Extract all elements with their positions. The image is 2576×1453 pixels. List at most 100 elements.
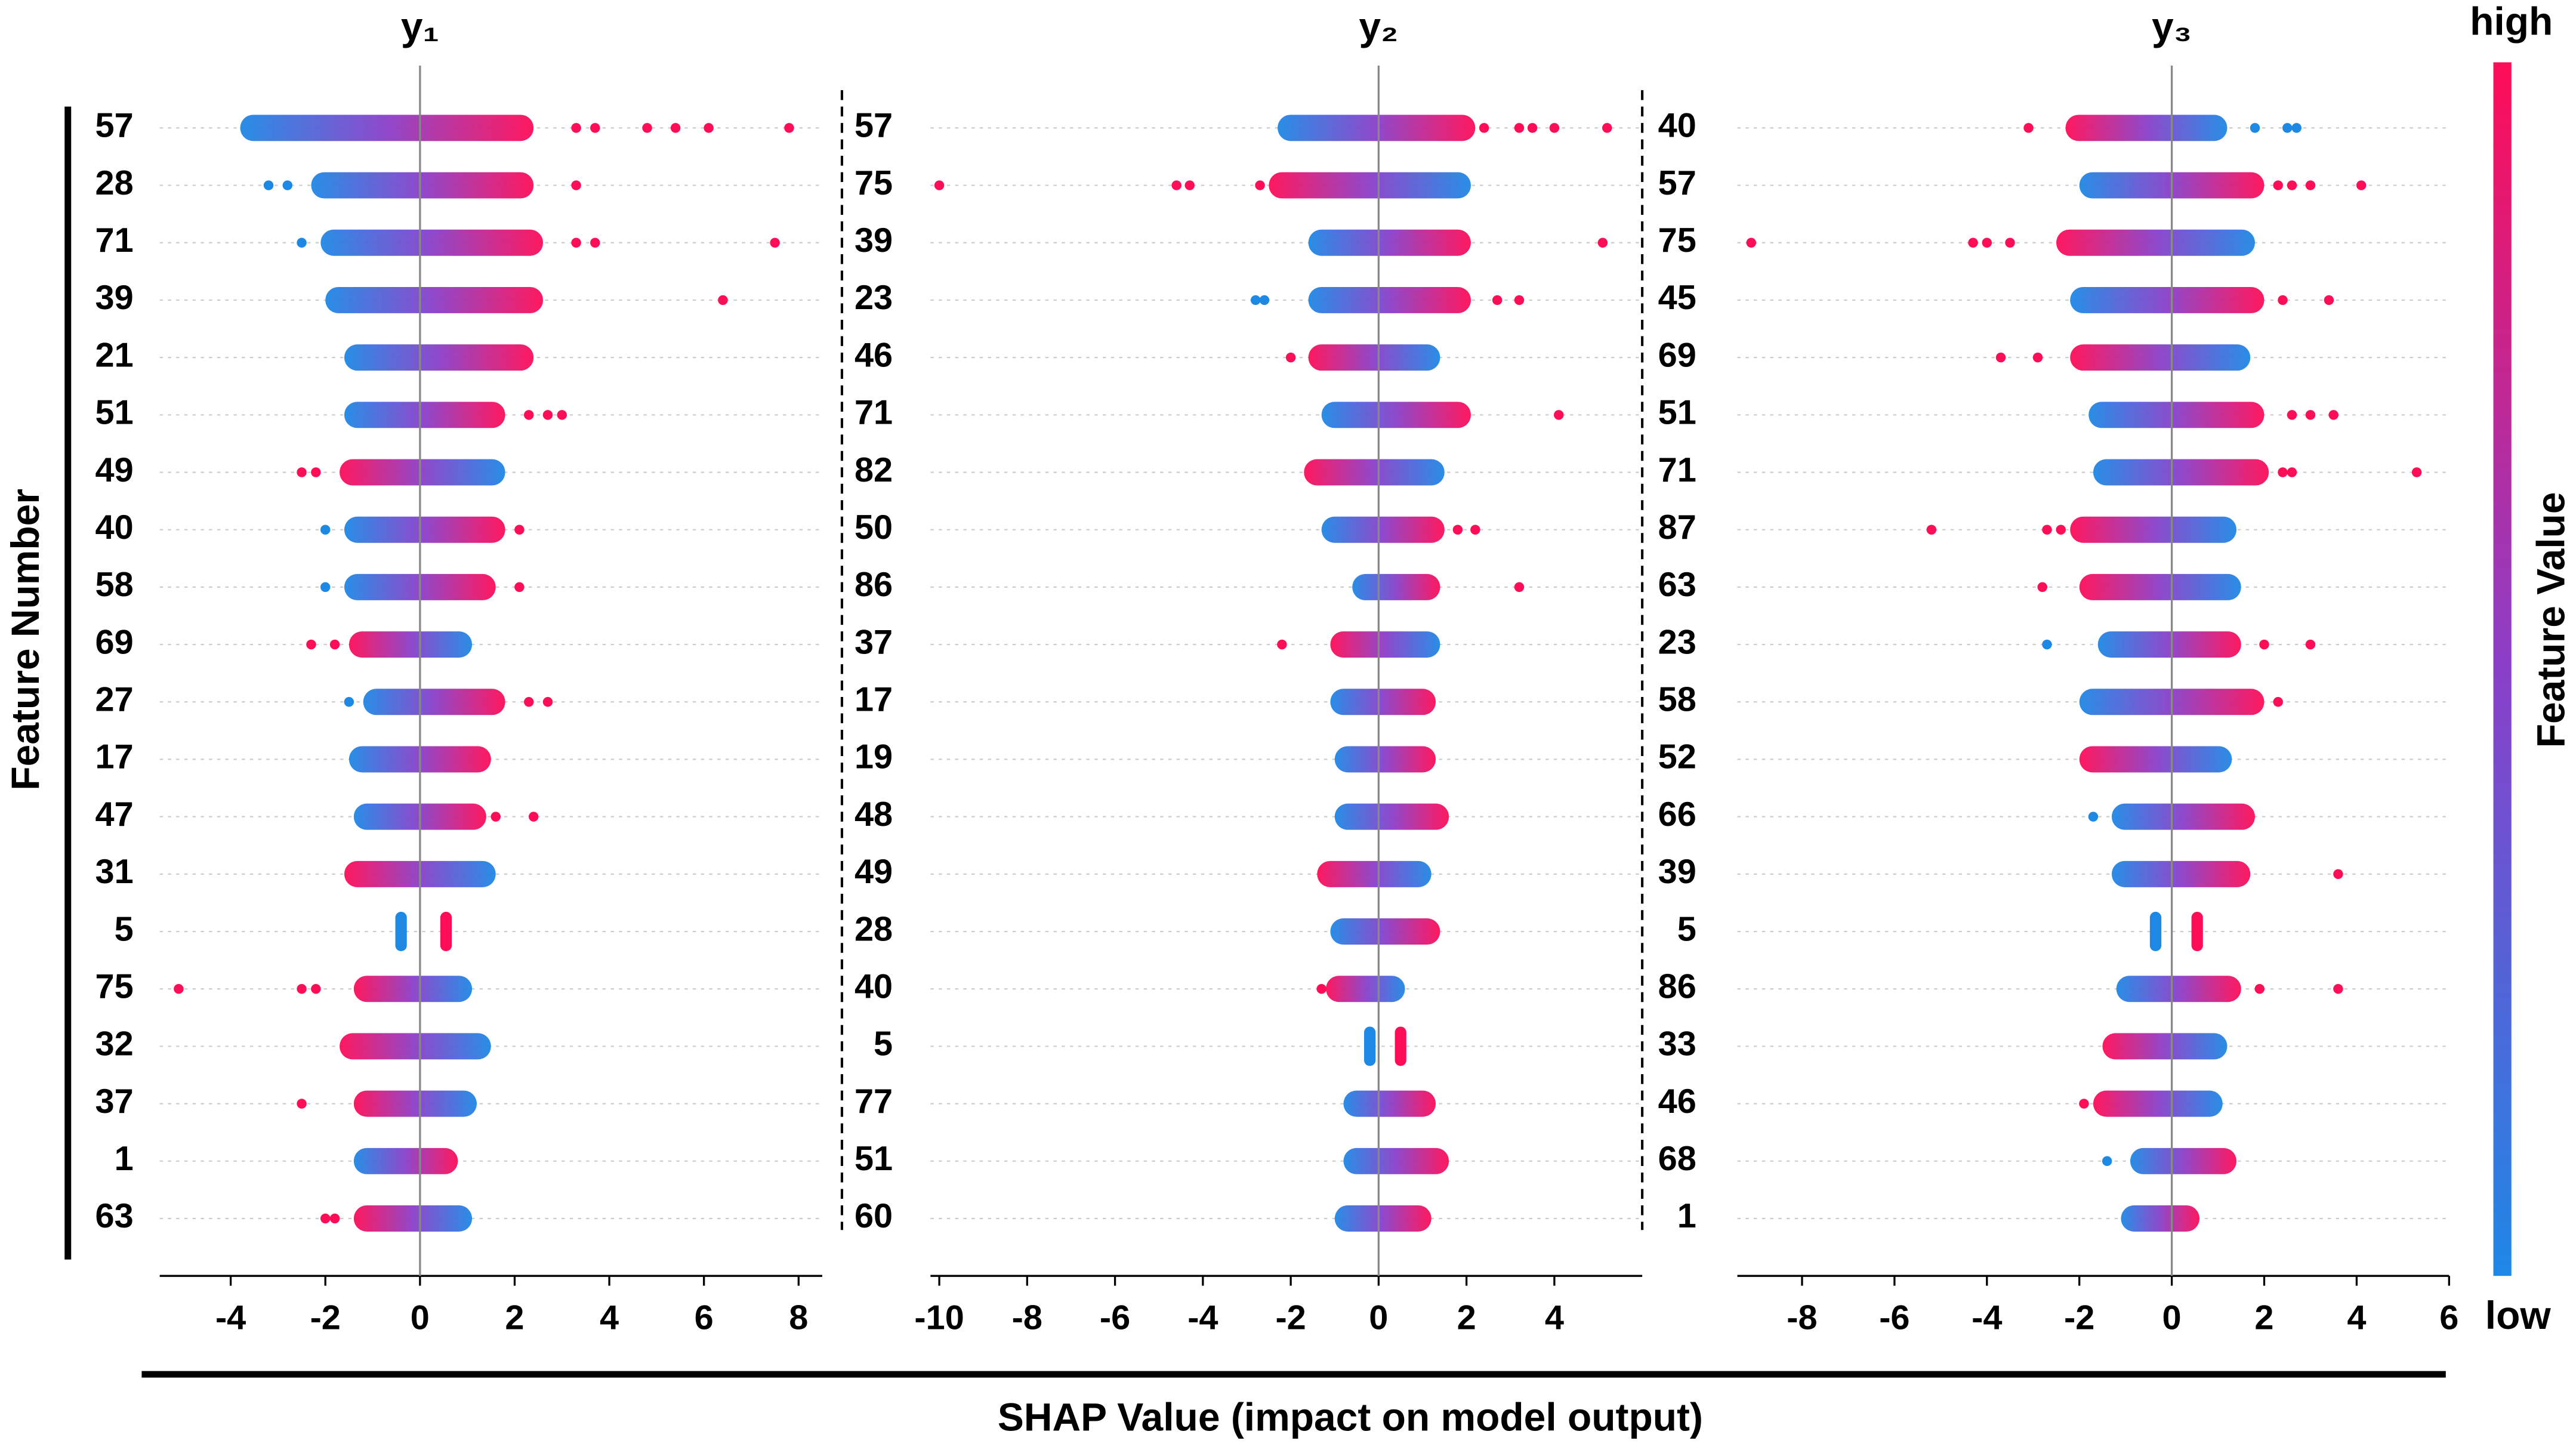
core-band — [344, 344, 534, 371]
x-tick-label: 4 — [2347, 1299, 2366, 1337]
feature-label: 51 — [854, 1140, 893, 1178]
feature-label: 37 — [854, 623, 893, 661]
outlier-dot — [2356, 180, 2367, 190]
outlier-dot — [1553, 410, 1564, 420]
core-band — [344, 402, 505, 428]
feature-label: 37 — [95, 1082, 134, 1121]
core-band — [1308, 344, 1440, 371]
outlier-dot — [174, 983, 184, 994]
colorbar-low: low — [2485, 1293, 2552, 1337]
feature-label: 5 — [1677, 910, 1696, 948]
feature-label: 75 — [95, 967, 134, 1005]
x-tick-label: -6 — [1879, 1299, 1909, 1337]
outlier-dot — [2259, 639, 2269, 650]
feature-label: 40 — [1658, 107, 1696, 145]
core-band — [2079, 573, 2241, 600]
feature-label: 77 — [854, 1082, 893, 1121]
core-band — [1330, 918, 1440, 945]
outlier-dot — [1452, 525, 1463, 535]
outlier-dot — [329, 639, 340, 650]
outlier-dot — [2254, 983, 2265, 994]
feature-label: 69 — [95, 623, 134, 661]
outlier-dot — [1171, 180, 1181, 190]
core-band — [2093, 459, 2269, 486]
feature-label: 60 — [854, 1197, 893, 1235]
outlier-dot — [1514, 582, 1525, 593]
core-band — [2070, 516, 2237, 543]
feature-label: 17 — [854, 681, 893, 719]
outlier-dot — [2305, 180, 2316, 190]
x-tick-label: -4 — [1972, 1299, 2002, 1337]
split-mark — [395, 912, 407, 952]
feature-label: 58 — [95, 566, 134, 604]
x-tick-label: 6 — [695, 1299, 714, 1337]
colorbar-high: high — [2470, 0, 2553, 44]
core-band — [2093, 1090, 2223, 1117]
x-tick-label: 0 — [2162, 1299, 2182, 1337]
core-band — [1330, 689, 1436, 715]
outlier-dot — [934, 180, 945, 190]
feature-label: 46 — [854, 336, 893, 374]
outlier-dot — [1492, 295, 1503, 306]
core-band — [353, 976, 473, 1002]
core-band — [353, 1147, 458, 1174]
outlier-dot — [282, 180, 293, 190]
x-tick-label: -2 — [1275, 1299, 1306, 1337]
core-band — [1269, 172, 1471, 199]
outlier-dot — [2287, 467, 2297, 477]
outlier-dot — [590, 237, 600, 248]
feature-label: 71 — [854, 394, 893, 432]
outlier-dot — [2305, 410, 2316, 420]
core-band — [340, 459, 505, 486]
x-tick-label: -8 — [1012, 1299, 1042, 1337]
feature-label: 17 — [95, 738, 134, 776]
feature-label: 23 — [1658, 623, 1696, 661]
core-band — [2102, 1033, 2228, 1060]
feature-label: 39 — [1658, 853, 1696, 891]
feature-label: 57 — [95, 107, 134, 145]
core-band — [1321, 402, 1471, 428]
feature-label: 71 — [95, 221, 134, 260]
y-axis-label: Feature Number — [3, 489, 47, 791]
outlier-dot — [514, 525, 525, 535]
feature-label: 46 — [1658, 1082, 1696, 1121]
x-tick-label: 6 — [2439, 1299, 2458, 1337]
outlier-dot — [2282, 123, 2293, 133]
x-tick-label: -4 — [215, 1299, 246, 1337]
outlier-dot — [1549, 123, 1560, 133]
core-band — [2070, 286, 2265, 313]
core-band — [1326, 976, 1405, 1002]
outlier-dot — [2102, 1156, 2112, 1167]
outlier-dot — [590, 123, 600, 133]
core-band — [2111, 803, 2256, 830]
feature-label: 57 — [1658, 164, 1696, 202]
feature-label: 75 — [1658, 221, 1696, 260]
colorbar — [2493, 62, 2512, 1276]
feature-label: 51 — [1658, 394, 1696, 432]
core-band — [1334, 803, 1449, 830]
core-band — [1321, 516, 1445, 543]
outlier-dot — [2278, 467, 2288, 477]
feature-label: 69 — [1658, 336, 1696, 374]
x-axis-label: SHAP Value (impact on model output) — [998, 1395, 1703, 1439]
feature-label: 5 — [115, 910, 134, 948]
outlier-dot — [1316, 983, 1326, 994]
core-band — [1308, 286, 1471, 313]
outlier-dot — [320, 525, 331, 535]
outlier-dot — [1277, 639, 1287, 650]
feature-label: 28 — [95, 164, 134, 202]
feature-label: 40 — [854, 967, 893, 1005]
outlier-dot — [311, 983, 321, 994]
core-band — [320, 229, 544, 256]
core-band — [1308, 229, 1471, 256]
outlier-dot — [542, 697, 553, 707]
feature-label: 68 — [1658, 1140, 1696, 1178]
core-band — [325, 286, 544, 313]
core-band — [1343, 1147, 1449, 1174]
outlier-dot — [642, 123, 652, 133]
core-band — [353, 1205, 473, 1232]
outlier-dot — [524, 697, 534, 707]
outlier-dot — [670, 123, 681, 133]
outlier-dot — [1527, 123, 1538, 133]
